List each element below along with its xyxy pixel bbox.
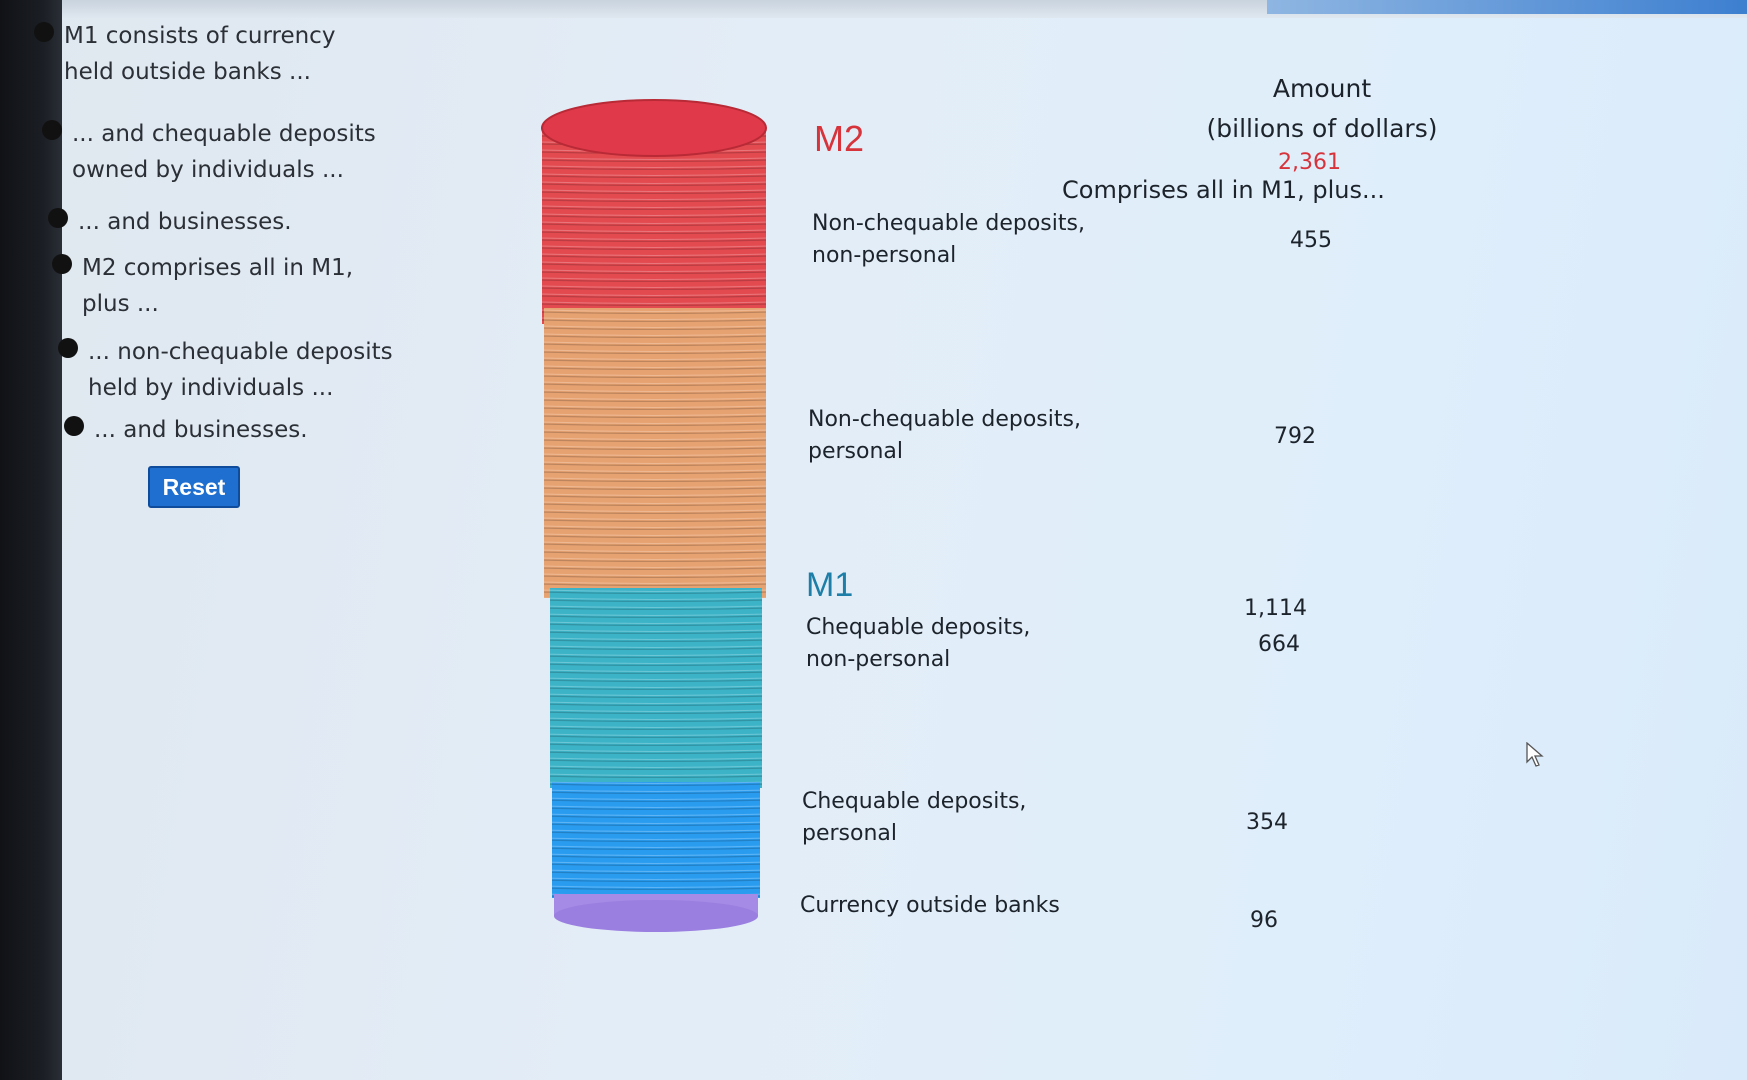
step-text: M1 consists of currency held outside ban… — [64, 23, 336, 85]
reset-button[interactable]: Reset — [148, 466, 240, 508]
step-item-m2-comprises[interactable]: M2 comprises all in M1, plus ... — [52, 250, 353, 322]
m1-total: 1,114 — [1244, 596, 1307, 621]
step-item-noncheq-businesses[interactable]: ... and businesses. — [64, 412, 308, 448]
step-text: ... and businesses. — [78, 209, 292, 235]
stack-bottom — [554, 900, 758, 932]
step-item-noncheq-individuals[interactable]: ... non-chequable deposits held by indiv… — [58, 334, 393, 406]
step-text: ... and businesses. — [94, 417, 308, 443]
segment-ridges — [544, 308, 766, 598]
money-stack-graphic — [541, 99, 767, 932]
mouse-pointer-icon — [1526, 742, 1544, 767]
step-item-chequable-individuals[interactable]: ... and chequable deposits owned by indi… — [42, 116, 376, 188]
value-cheq-nonpersonal: 664 — [1258, 632, 1300, 657]
label-cheq-nonpersonal: Chequable deposits, non-personal — [806, 615, 1031, 672]
stack-top-cap — [541, 99, 767, 157]
step-text: ... non-chequable deposits held by indiv… — [88, 339, 393, 401]
m2-comprises-text: Comprises all in M1, plus... — [1062, 176, 1385, 204]
step-item-currency[interactable]: M1 consists of currency held outside ban… — [34, 18, 335, 90]
step-text: M2 comprises all in M1, plus ... — [82, 255, 354, 317]
units-header: (billions of dollars) — [1206, 114, 1438, 143]
bullet-dot-icon — [64, 416, 84, 436]
browser-titlebar — [1267, 0, 1747, 14]
segment-ridges — [542, 128, 766, 324]
amount-header: Amount — [1272, 74, 1372, 103]
m2-total: 2,361 — [1278, 150, 1341, 175]
segment-ridges — [552, 782, 760, 898]
label-noncheq-nonpersonal: Non-chequable deposits, non-personal — [812, 211, 1085, 268]
step-item-chequable-businesses[interactable]: ... and businesses. — [48, 204, 292, 240]
value-currency: 96 — [1250, 908, 1278, 933]
bullet-dot-icon — [42, 120, 62, 140]
step-text: ... and chequable deposits owned by indi… — [72, 121, 376, 183]
m1-title: M1 — [806, 566, 854, 604]
bullet-dot-icon — [58, 338, 78, 358]
bullet-dot-icon — [52, 254, 72, 274]
label-noncheq-personal: Non-chequable deposits, personal — [808, 407, 1081, 464]
m2-title: M2 — [814, 118, 865, 159]
monitor-bezel — [0, 0, 62, 1080]
value-noncheq-nonpersonal: 455 — [1290, 228, 1332, 253]
label-cheq-personal: Chequable deposits, personal — [802, 789, 1027, 846]
value-noncheq-personal: 792 — [1274, 424, 1316, 449]
value-cheq-personal: 354 — [1246, 810, 1288, 835]
bullet-dot-icon — [34, 22, 54, 42]
segment-ridges — [550, 588, 762, 788]
label-currency: Currency outside banks — [800, 893, 1060, 918]
bullet-dot-icon — [48, 208, 68, 228]
